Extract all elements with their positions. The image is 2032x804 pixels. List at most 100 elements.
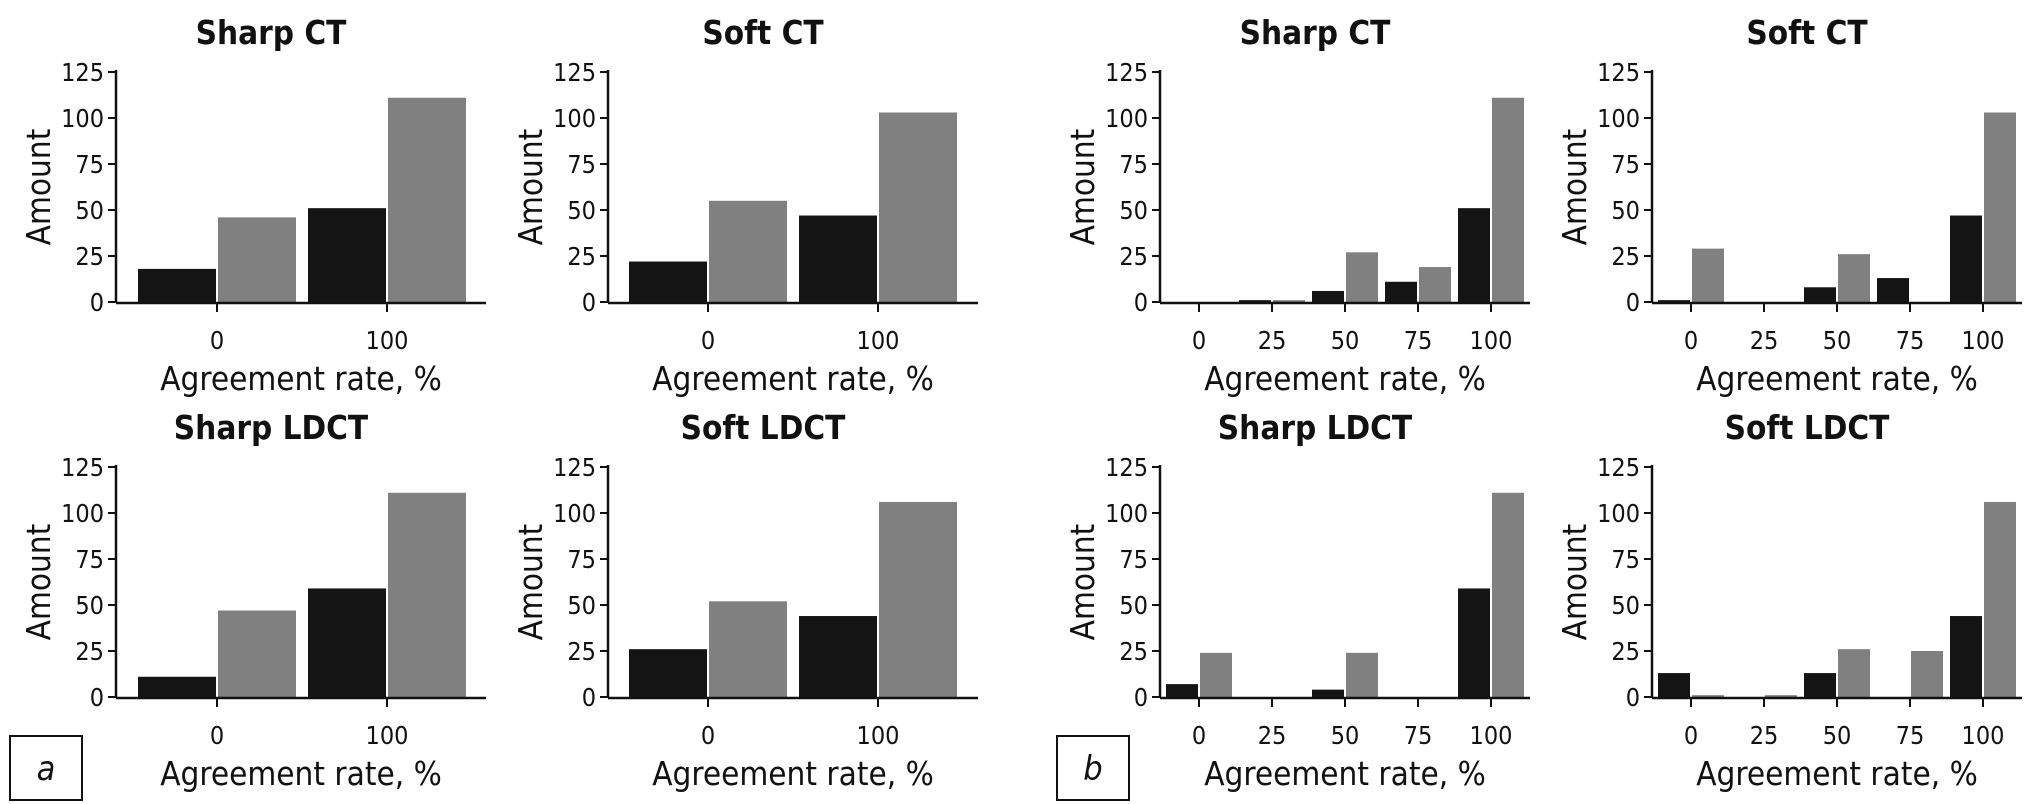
x-tick-label: 100 <box>1470 721 1513 750</box>
bar <box>1492 492 1524 697</box>
x-axis-label: Agreement rate, % <box>1204 754 1486 793</box>
y-tick-label: 125 <box>61 58 104 87</box>
y-tick-label: 50 <box>567 591 596 620</box>
bar <box>629 649 707 697</box>
y-axis-label: Amount <box>511 524 550 641</box>
x-tick-label: 25 <box>1258 721 1287 750</box>
y-tick-label: 0 <box>1134 683 1148 712</box>
x-tick-label: 0 <box>1192 721 1206 750</box>
panel-label-a: a <box>9 735 83 801</box>
chart-title: Soft CT <box>1746 13 1868 52</box>
x-tick-label: 100 <box>1962 326 2005 355</box>
y-tick-label: 0 <box>582 683 596 712</box>
x-axis-label: Agreement rate, % <box>1696 754 1978 793</box>
y-tick-label: 100 <box>1597 499 1640 528</box>
y-tick-label: 50 <box>1611 196 1640 225</box>
x-axis-label: Agreement rate, % <box>1204 359 1486 398</box>
panel-label-text: a <box>37 749 56 789</box>
y-tick-label: 100 <box>553 499 596 528</box>
chart-title: Sharp CT <box>196 13 348 52</box>
chart-3: Sharp CT Amount 0 25 50 75 100 125 0 25 50 75 100 Agr… <box>1063 13 1530 398</box>
chart-5: Sharp LDCT Amount 0 25 50 75 100 125 0 100 Agreeme… <box>19 408 486 793</box>
x-tick-label: 0 <box>210 721 224 750</box>
chart-title: Sharp LDCT <box>174 408 369 447</box>
bar <box>629 261 707 302</box>
y-tick-label: 100 <box>61 104 104 133</box>
x-axis-label: Agreement rate, % <box>160 754 442 793</box>
y-axis-label: Amount <box>19 524 58 641</box>
x-tick-label: 50 <box>1823 721 1852 750</box>
bar <box>1346 252 1378 302</box>
bar <box>218 610 296 697</box>
y-tick-label: 100 <box>553 104 596 133</box>
y-tick-label: 125 <box>553 58 596 87</box>
y-tick-label: 125 <box>1597 453 1640 482</box>
y-tick-label: 100 <box>1597 104 1640 133</box>
y-tick-label: 75 <box>567 150 596 179</box>
y-tick-label: 50 <box>567 196 596 225</box>
y-tick-label: 50 <box>75 591 104 620</box>
y-tick-label: 75 <box>567 545 596 574</box>
bar <box>1911 651 1943 697</box>
bar <box>799 215 877 302</box>
y-tick-label: 25 <box>567 637 596 666</box>
x-tick-label: 50 <box>1823 326 1852 355</box>
y-tick-label: 75 <box>1119 545 1148 574</box>
x-tick-label: 0 <box>1684 326 1698 355</box>
y-tick-label: 125 <box>1105 453 1148 482</box>
chart-4: Soft CT Amount 0 25 50 75 100 125 0 25 50 75 100 Agre… <box>1555 13 2022 398</box>
chart-1: Sharp CT Amount 0 25 50 75 100 125 0 100 Agreement… <box>19 13 486 398</box>
y-tick-label: 0 <box>1626 288 1640 317</box>
bar <box>1273 300 1305 302</box>
bar <box>1385 281 1417 302</box>
y-tick-label: 25 <box>1119 637 1148 666</box>
y-tick-label: 125 <box>1597 58 1640 87</box>
chart-title: Soft LDCT <box>1725 408 1891 447</box>
bar <box>138 268 216 302</box>
chart-title: Soft CT <box>702 13 824 52</box>
x-tick-label: 75 <box>1896 326 1925 355</box>
chart-7: Sharp LDCT Amount 0 25 50 75 100 125 0 25 50 75 100 A… <box>1063 408 1530 793</box>
y-tick-label: 125 <box>61 453 104 482</box>
bar <box>308 208 386 302</box>
y-axis-label: Amount <box>19 129 58 246</box>
bar <box>799 616 877 697</box>
x-axis-label: Agreement rate, % <box>652 359 934 398</box>
x-tick-label: 75 <box>1896 721 1925 750</box>
y-tick-label: 75 <box>75 150 104 179</box>
y-tick-label: 25 <box>75 242 104 271</box>
bar <box>1984 112 2016 302</box>
y-tick-label: 0 <box>582 288 596 317</box>
x-tick-label: 50 <box>1331 721 1360 750</box>
x-tick-label: 50 <box>1331 326 1360 355</box>
bar <box>218 217 296 302</box>
bar <box>1239 300 1271 302</box>
y-tick-label: 125 <box>553 453 596 482</box>
bar <box>1312 290 1344 302</box>
panel-label-text: b <box>1083 749 1102 789</box>
panel-label-b: b <box>1056 735 1130 801</box>
y-tick-label: 50 <box>1119 591 1148 620</box>
x-tick-label: 100 <box>1470 326 1513 355</box>
bar <box>1950 616 1982 697</box>
bar <box>1312 689 1344 697</box>
y-tick-label: 0 <box>90 683 104 712</box>
bar <box>709 601 787 697</box>
x-axis-label: Agreement rate, % <box>160 359 442 398</box>
y-tick-label: 50 <box>1611 591 1640 620</box>
x-tick-label: 0 <box>701 326 715 355</box>
y-tick-label: 75 <box>1119 150 1148 179</box>
bar <box>1658 300 1690 302</box>
bar <box>1419 267 1451 302</box>
y-tick-label: 25 <box>567 242 596 271</box>
panel-label-box <box>1056 735 1130 801</box>
panel-label-box <box>9 735 83 801</box>
bar <box>1458 208 1490 302</box>
bar <box>1950 215 1982 302</box>
y-tick-label: 50 <box>1119 196 1148 225</box>
y-tick-label: 100 <box>1105 104 1148 133</box>
y-tick-label: 100 <box>61 499 104 528</box>
bar <box>1838 649 1870 697</box>
y-tick-label: 75 <box>1611 150 1640 179</box>
